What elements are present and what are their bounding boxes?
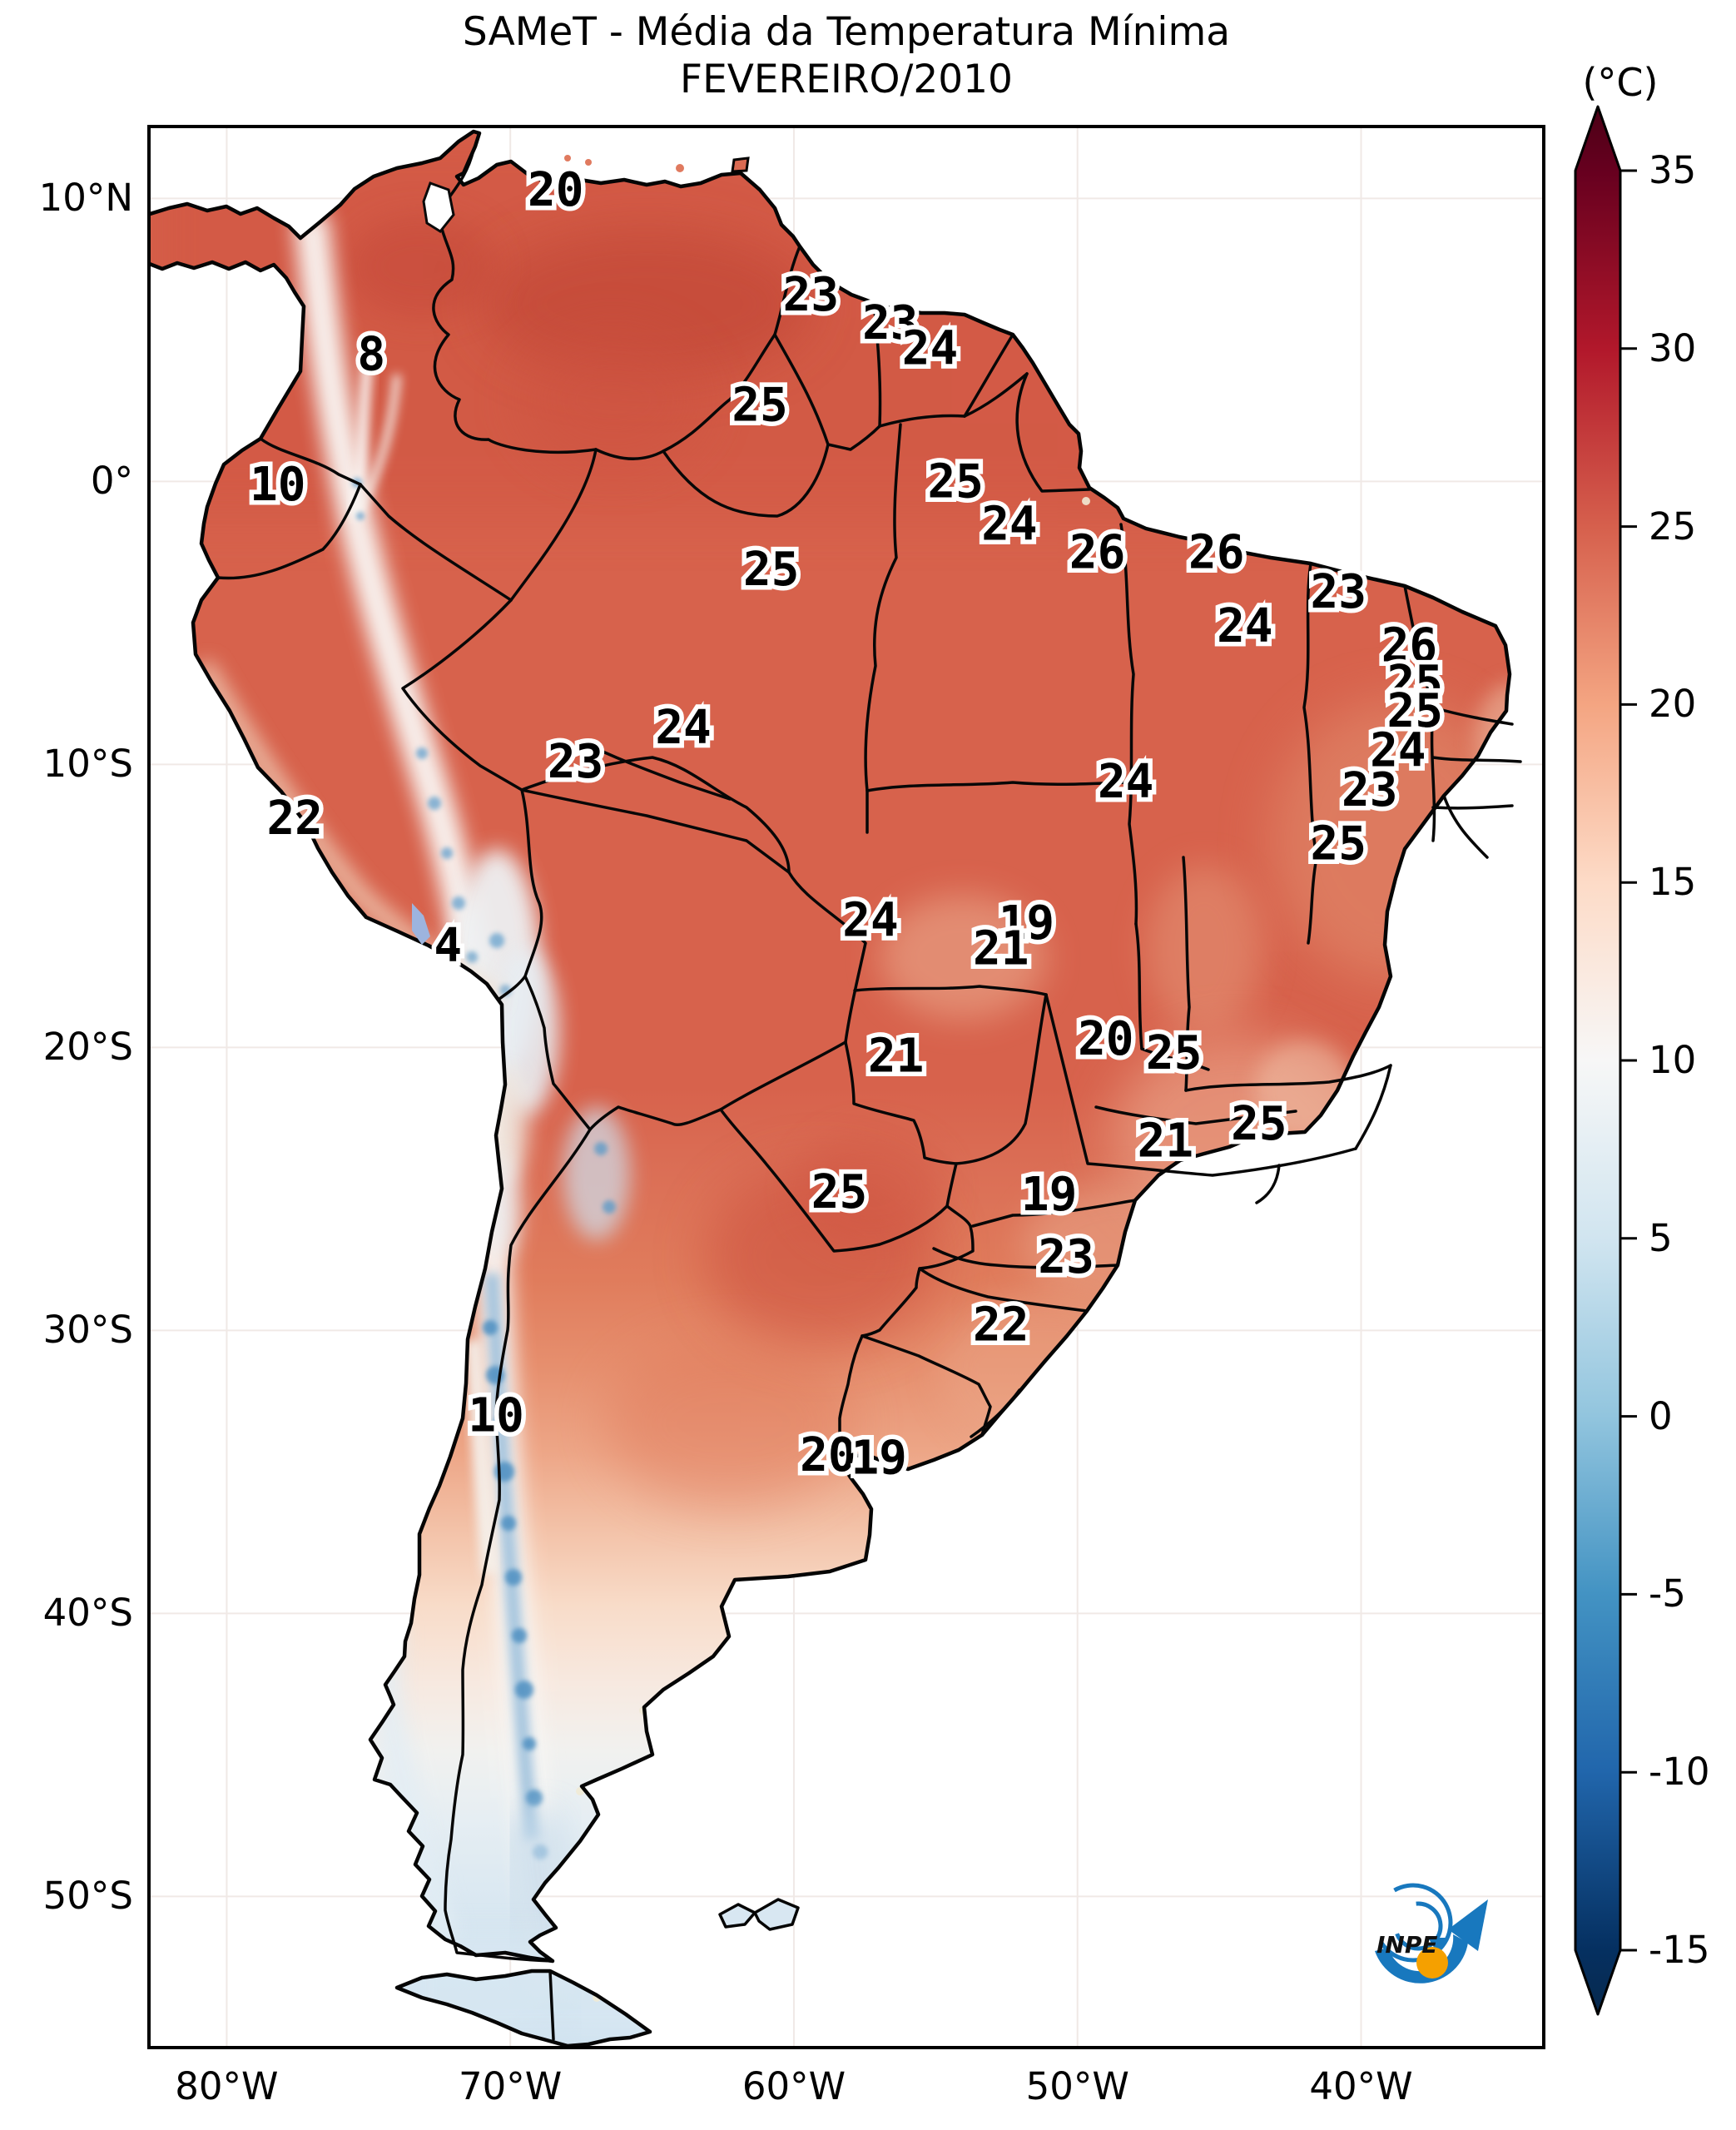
lon-tick-label: 50°W xyxy=(1025,2064,1129,2108)
colorbar-tick-label: 25 xyxy=(1649,504,1697,549)
temperature-label: 19 xyxy=(851,1431,906,1485)
lat-tick-label: 10°N xyxy=(38,176,133,221)
temperature-label: 23 xyxy=(783,268,839,322)
inpe-logo-text: INPE xyxy=(1376,1931,1438,1959)
temperature-label: 23 xyxy=(1311,565,1366,619)
country-state-borders xyxy=(216,148,1522,2041)
colorbar-tick-label: 30 xyxy=(1649,325,1697,370)
temperature-label: 26 xyxy=(1069,525,1125,579)
lat-tick-label: 20°S xyxy=(42,1025,133,1070)
temperature-label: 24 xyxy=(1217,599,1272,653)
temperature-label: 25 xyxy=(1311,817,1366,871)
temperature-label: 26 xyxy=(1381,619,1437,673)
colorbar-gradient-bar xyxy=(1574,105,1622,2016)
temperature-label: 23 xyxy=(1038,1230,1094,1284)
temperature-label: 23 xyxy=(862,296,918,350)
lake-titicaca xyxy=(412,903,430,945)
title-line-1: SAMeT - Média da Temperatura Mínima xyxy=(462,9,1231,55)
colorbar-tick-label: 10 xyxy=(1649,1038,1697,1082)
inpe-orange-ball-icon xyxy=(1416,1947,1448,1979)
colorbar-unit-label: (°C) xyxy=(1582,60,1659,105)
temperature-label: 20 xyxy=(528,163,583,217)
temperature-label: 25 xyxy=(1146,1026,1202,1080)
temperature-label: 25 xyxy=(1231,1097,1287,1151)
inpe-down-arrowhead-icon xyxy=(1428,1938,1448,1954)
temperature-label: 24 xyxy=(902,322,958,376)
temperature-label: 24 xyxy=(655,701,711,755)
map-plot-area: 20 23 23 24 8 25 25 10 24 26 26 25 23 24 26 25 25 24 24 23 2… xyxy=(147,125,1545,2049)
temperature-label: 26 xyxy=(1188,525,1244,579)
colorbar-tick-label: 35 xyxy=(1649,148,1697,192)
inpe-logo: INPE xyxy=(1373,1883,1488,1984)
temperature-label: 25 xyxy=(1387,656,1443,710)
tierra-del-fuego xyxy=(394,1969,652,2046)
temperature-label: 20 xyxy=(800,1428,856,1482)
temperature-label: 23 xyxy=(548,735,603,789)
temperature-label: 19 xyxy=(999,896,1054,951)
temperature-label: 24 xyxy=(981,497,1037,551)
temperature-label: 10 xyxy=(250,458,305,512)
colorbar-tick-label: 5 xyxy=(1649,1215,1673,1260)
lat-tick-label: 40°S xyxy=(42,1591,133,1636)
colorbar-tick-label: -15 xyxy=(1649,1928,1710,1972)
temperature-label: 8 xyxy=(357,327,385,381)
temperature-label: 23 xyxy=(1342,763,1397,817)
temperature-label: 25 xyxy=(927,454,983,509)
lon-tick-label: 60°W xyxy=(742,2064,846,2108)
colorbar-tick-label: 0 xyxy=(1649,1393,1673,1438)
colorbar xyxy=(1574,105,1637,2016)
figure-title: SAMeT - Média da Temperatura Mínima FEVE… xyxy=(147,8,1545,103)
lat-tick-label: 0° xyxy=(90,459,133,504)
temperature-label: 25 xyxy=(811,1165,867,1219)
colorbar-tick-label: 20 xyxy=(1649,682,1697,727)
temperature-label: 22 xyxy=(973,1298,1029,1353)
caribbean-islets xyxy=(564,155,684,172)
temperature-label: 22 xyxy=(266,792,322,846)
temperature-raster xyxy=(151,132,1510,2046)
colorbar-tick-label: -10 xyxy=(1649,1750,1710,1795)
temperature-label: 25 xyxy=(732,379,787,433)
coastline xyxy=(151,129,1512,1964)
temperature-label: 4 xyxy=(434,919,462,973)
inpe-arrowhead-icon xyxy=(1448,1899,1488,1951)
colorbar-tick-label: -5 xyxy=(1649,1571,1686,1616)
lake-maracaibo xyxy=(422,181,455,233)
lat-tick-label: 50°S xyxy=(42,1874,133,1919)
inpe-orbit-inner-icon xyxy=(1393,1901,1443,1951)
temperature-label: 25 xyxy=(1387,684,1443,738)
temperature-label: 24 xyxy=(1098,755,1153,809)
falkland-islands xyxy=(718,1898,800,1931)
temperature-label: 19 xyxy=(1021,1168,1077,1222)
temperature-label: 21 xyxy=(1138,1115,1193,1169)
lon-tick-label: 70°W xyxy=(459,2064,563,2108)
title-line-2: FEVEREIRO/2010 xyxy=(680,57,1013,102)
temperature-label: 24 xyxy=(1370,723,1426,777)
lon-tick-label: 80°W xyxy=(175,2064,279,2108)
trinidad-island xyxy=(731,156,750,173)
temperature-label: 21 xyxy=(868,1030,924,1084)
lon-tick-label: 40°W xyxy=(1309,2064,1413,2108)
temperature-label: 10 xyxy=(468,1388,523,1442)
temperature-label: 25 xyxy=(743,543,799,597)
temperature-label: 20 xyxy=(1078,1012,1133,1066)
lat-tick-label: 10°S xyxy=(42,742,133,787)
colorbar-tick-marks xyxy=(1620,169,1637,1952)
colorbar-tick-label: 15 xyxy=(1649,860,1697,905)
temperature-label: 21 xyxy=(973,921,1029,976)
lat-tick-label: 30°S xyxy=(42,1308,133,1353)
temperature-label: 24 xyxy=(842,893,898,947)
